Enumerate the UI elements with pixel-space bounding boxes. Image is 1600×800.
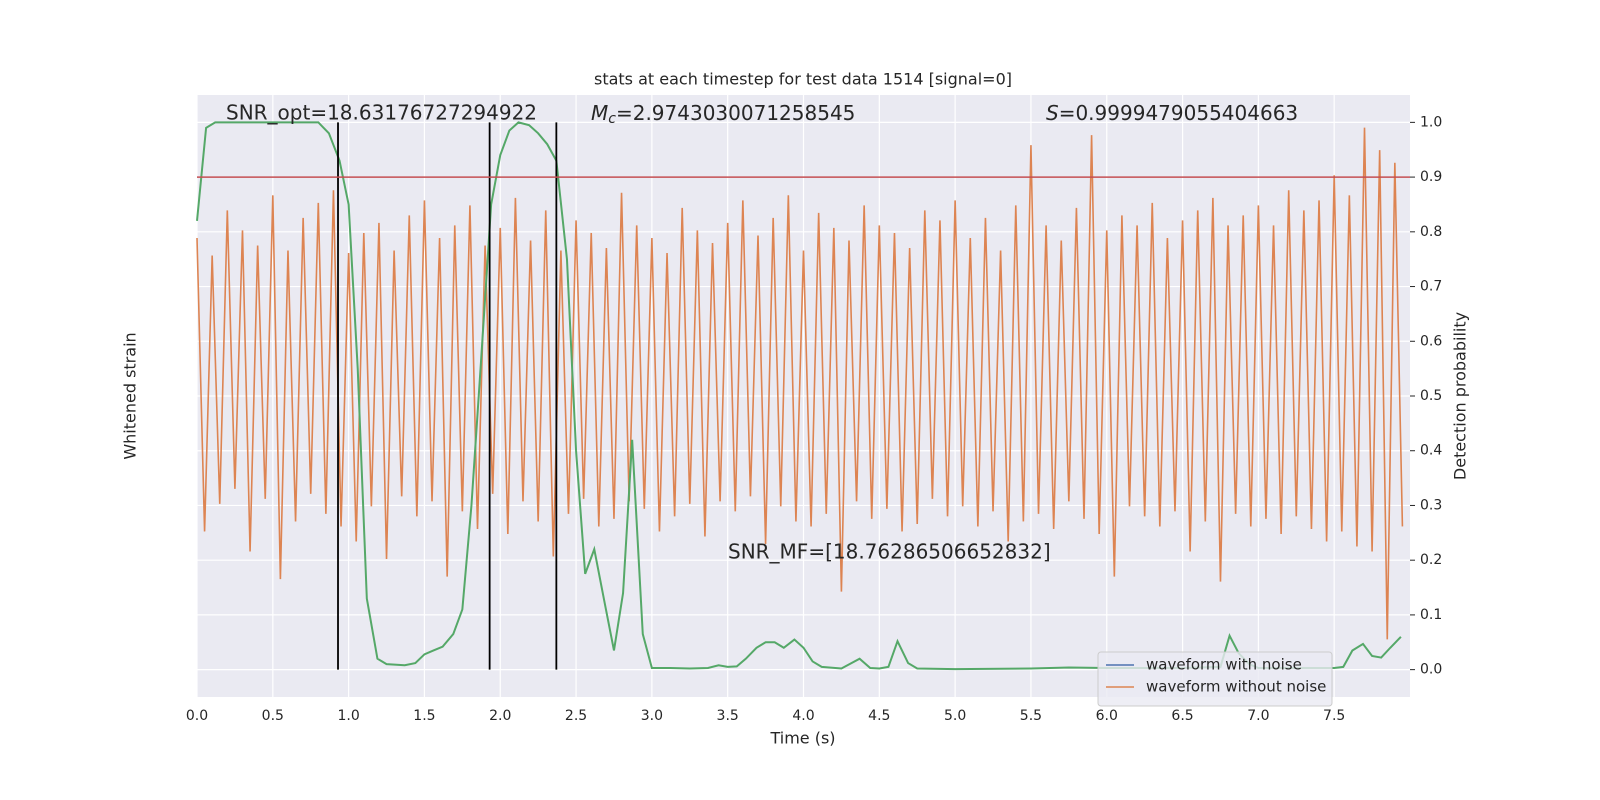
- x-axis-label: Time (s): [769, 729, 835, 748]
- y2-tick-label: 0.1: [1420, 607, 1442, 623]
- snr-mf: SNR_MF=[18.76286506652832]: [728, 540, 1051, 564]
- legend-box: [1097, 651, 1333, 707]
- y2-tick-label: 0.4: [1420, 443, 1442, 459]
- y2-tick-label: 0.5: [1420, 388, 1442, 404]
- subscript: c: [608, 111, 616, 127]
- marks: [196, 121, 1410, 671]
- x-tick-label: 7.0: [1247, 708, 1269, 724]
- x-tick-label: 2.0: [489, 708, 511, 724]
- symbol: S: [1046, 101, 1059, 125]
- legend-label: waveform with noise: [1146, 656, 1302, 674]
- series-line: [196, 127, 1404, 640]
- x-tick-label: 6.5: [1171, 708, 1193, 724]
- snr-opt: SNR_opt=18.63176727294922: [226, 101, 537, 125]
- y2-axis-label: Detection probability: [1451, 312, 1470, 480]
- score: S=0.9999479055404663: [1046, 101, 1298, 125]
- chirp-mass: Mc=2.9743030071258545: [591, 101, 855, 128]
- y-axis-label: Whitened strain: [121, 332, 140, 459]
- x-tick-label: 3.0: [641, 708, 663, 724]
- value: =0.9999479055404663: [1059, 101, 1298, 125]
- y2-tick-label: 0.3: [1420, 497, 1442, 513]
- legend: waveform with noise waveform without nois…: [1097, 651, 1333, 707]
- y2-tick-label: 0.8: [1420, 224, 1442, 240]
- x-tick-label: 0.5: [262, 708, 284, 724]
- x-tick-label: 6.0: [1096, 708, 1118, 724]
- x-tick-label: 7.5: [1323, 708, 1345, 724]
- y2-tick-label: 1.0: [1420, 114, 1442, 130]
- x-tick-label: 5.0: [944, 708, 966, 724]
- x-tick-label: 3.5: [717, 708, 739, 724]
- x-tick-label: 1.0: [337, 708, 359, 724]
- x-tick-label: 1.5: [413, 708, 435, 724]
- y2-tick-label: 0.6: [1420, 333, 1442, 349]
- y2-tick-label: 0.9: [1420, 169, 1442, 185]
- symbol: M: [591, 101, 608, 125]
- x-tick-label: 2.5: [565, 708, 587, 724]
- y2-tick-label: 0.0: [1420, 662, 1442, 678]
- labels: 0.0 0.5 1.0 1.5 2.0 2.5 3.0 3.5 4.0 4.5 5.0 5.5 6.0 6…: [186, 114, 1442, 724]
- x-tick-label: 4.0: [792, 708, 814, 724]
- x-tick-label: 5.5: [1020, 708, 1042, 724]
- chart-title: stats at each timestep for test data 151…: [594, 70, 1012, 89]
- y2-tick-label: 0.7: [1420, 279, 1442, 295]
- y2-tick-label: 0.2: [1420, 552, 1442, 568]
- legend-label: waveform without noise: [1146, 678, 1326, 696]
- x-tick-label: 0.0: [186, 708, 208, 724]
- value: =2.9743030071258545: [616, 101, 855, 125]
- x-tick-label: 4.5: [868, 708, 890, 724]
